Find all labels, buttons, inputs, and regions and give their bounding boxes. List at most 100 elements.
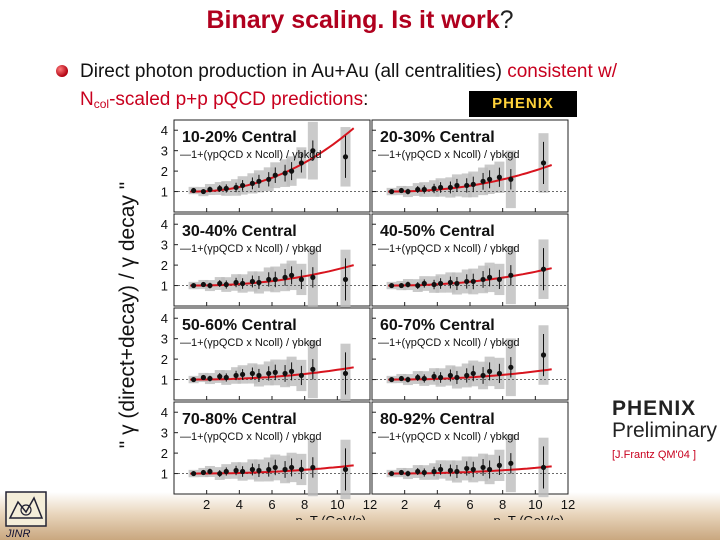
data-point <box>454 182 460 189</box>
y-tick-label: 2 <box>161 258 168 273</box>
photon-ratio-chart: " γ (direct+decay) / γ decay " 10-20% Cen… <box>116 119 575 520</box>
data-point <box>447 279 453 286</box>
data-point <box>282 370 288 377</box>
slide-title: Binary scaling. Is it work? <box>0 6 720 35</box>
x-tick-label: 2 <box>203 497 210 512</box>
data-point <box>438 466 444 473</box>
data-point <box>405 281 411 288</box>
data-point <box>454 468 460 475</box>
y-tick-label: 2 <box>161 164 168 179</box>
data-point <box>289 168 295 174</box>
data-point <box>431 281 437 288</box>
data-point <box>438 280 444 287</box>
bullet-line-2-text: -scaled p+p pQCD predictions <box>109 89 364 110</box>
data-point <box>496 276 502 283</box>
data-point <box>496 370 502 377</box>
data-point <box>480 178 486 184</box>
data-point <box>398 469 404 476</box>
data-point <box>240 182 246 189</box>
data-point <box>480 276 486 283</box>
data-point <box>191 470 197 477</box>
x-tick-label: 4 <box>434 497 441 512</box>
preliminary-box: PHENIX Preliminary [J.Frantz QM'04 ] <box>612 397 720 461</box>
data-point <box>454 280 460 287</box>
data-point <box>438 374 444 381</box>
data-point <box>540 352 547 358</box>
curve-label: —1+(γpQCD x Ncoll) / γbkgd <box>180 149 322 161</box>
data-point <box>487 176 493 182</box>
data-point <box>431 373 437 380</box>
data-point <box>421 469 427 476</box>
data-point <box>310 464 316 471</box>
data-point <box>207 468 213 475</box>
bullet-line-2-colon: : <box>363 89 369 110</box>
data-point <box>233 184 239 191</box>
data-point <box>217 373 223 380</box>
data-point <box>447 184 453 191</box>
data-point <box>342 154 349 160</box>
data-point <box>487 466 493 473</box>
data-point <box>470 370 476 377</box>
data-point <box>342 466 349 473</box>
data-point <box>249 370 255 377</box>
data-point <box>421 280 427 287</box>
data-point <box>464 182 470 189</box>
data-point <box>240 280 246 287</box>
data-point <box>289 368 295 374</box>
data-point <box>405 376 411 383</box>
data-point <box>223 185 229 192</box>
data-point <box>289 272 295 278</box>
data-point <box>487 368 493 374</box>
curve-label: —1+(γpQCD x Ncoll) / γbkgd <box>378 149 520 161</box>
x-axis-title: p_T (GeV/c) <box>493 513 564 520</box>
preliminary-logo: PHENIX <box>612 397 697 420</box>
data-point <box>496 462 502 468</box>
y-tick-label: 4 <box>161 123 168 138</box>
data-point <box>282 170 288 176</box>
data-point <box>233 467 239 474</box>
data-point <box>389 188 395 195</box>
institute-label: JINR <box>6 528 31 540</box>
x-tick-label: 6 <box>466 497 473 512</box>
data-point <box>282 466 288 473</box>
data-point <box>249 180 255 186</box>
data-point <box>298 372 304 379</box>
data-point <box>480 464 486 471</box>
data-point <box>438 184 444 191</box>
x-tick-label: 2 <box>401 497 408 512</box>
y-axis-title: " γ (direct+decay) / γ decay " <box>116 182 139 448</box>
y-tick-label: 1 <box>161 185 168 200</box>
pqcd-curve <box>388 368 552 381</box>
data-point <box>272 276 278 283</box>
data-point <box>266 466 272 473</box>
bullet-line-2: Ncol-scaled p+p pQCD predictions: <box>80 86 368 118</box>
data-point <box>540 266 547 272</box>
data-point <box>480 372 486 379</box>
panel-label: 80-92% Central <box>380 411 495 428</box>
data-point <box>200 188 206 195</box>
x-axis-title: p_T (GeV/c) <box>295 513 366 520</box>
data-point <box>223 374 229 381</box>
data-point <box>298 160 304 166</box>
data-point <box>447 372 453 379</box>
x-tick-label: 8 <box>301 497 308 512</box>
panel-label: 60-70% Central <box>380 317 495 334</box>
phenix-logo: PHENIX <box>469 91 577 117</box>
x-tick-label: 12 <box>561 497 575 512</box>
pqcd-curve <box>190 264 354 287</box>
ncoll-n: N <box>80 89 94 110</box>
data-point <box>249 278 255 285</box>
data-point <box>487 274 493 280</box>
title-question-mark: ? <box>499 6 514 34</box>
data-point <box>200 469 206 476</box>
data-point <box>272 464 278 471</box>
bullet-line-1-text: Direct photon production in Au+Au (all c… <box>80 61 508 82</box>
data-point <box>191 376 197 383</box>
data-point <box>405 188 411 195</box>
data-point <box>464 278 470 285</box>
data-point <box>431 468 437 475</box>
data-point <box>508 176 514 182</box>
data-point <box>470 278 476 285</box>
panel-label: 70-80% Central <box>182 411 297 428</box>
data-point <box>240 468 246 475</box>
